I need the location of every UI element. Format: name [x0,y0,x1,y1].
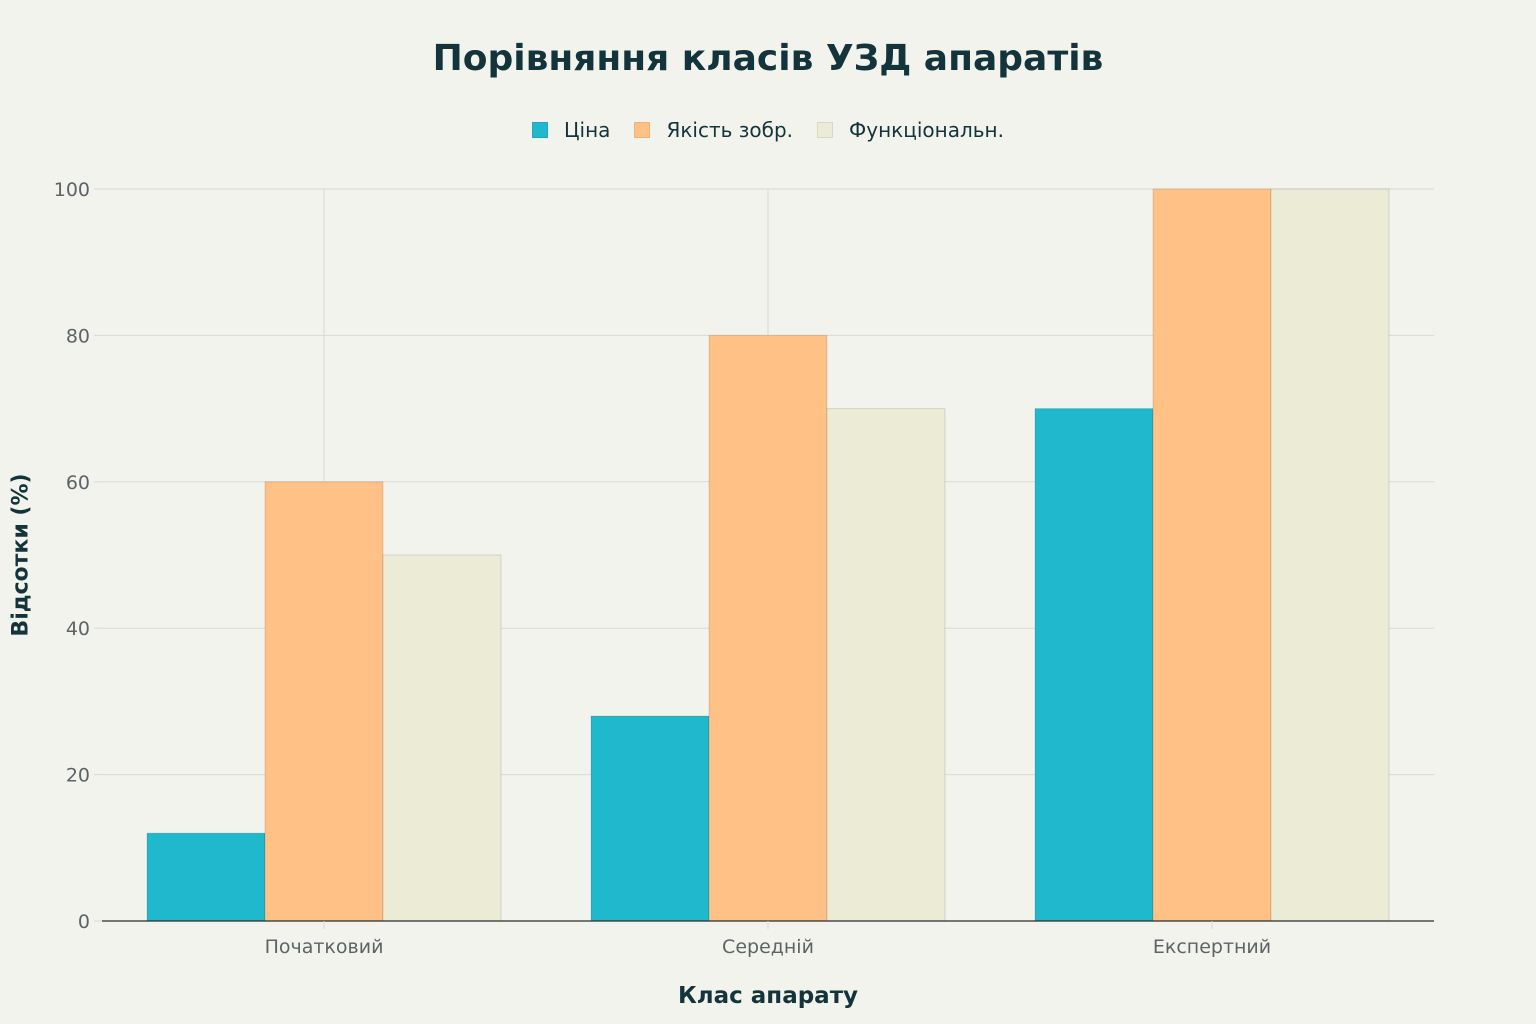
y-tick-label: 20 [66,765,90,787]
y-tick-label: 0 [78,911,90,933]
x-tick-label: Середній [722,936,814,958]
y-tick-label: 40 [66,618,90,640]
x-tick-label: Експертний [1153,936,1271,958]
legend-item-functionality[interactable]: Функціональн. [817,118,1004,142]
chart-legend: Ціна Якість зобр. Функціональн. [0,118,1536,142]
y-tick-label: 80 [66,325,90,347]
bar-functionality-1 [826,408,946,922]
legend-swatch-image-quality [634,122,651,138]
legend-label-price: Ціна [564,118,611,142]
bar-functionality-2 [1270,188,1390,922]
bar-price-0 [146,832,266,922]
x-tick-label: Початковий [265,936,384,958]
legend-swatch-price [532,122,549,138]
bar-price-1 [590,715,710,922]
x-axis-label: Клас апарату [677,983,859,1009]
bar-functionality-0 [382,554,502,922]
y-tick-label: 100 [54,179,90,201]
legend-swatch-functionality [817,122,834,138]
bar-image-quality-1 [708,334,828,922]
bar-image-quality-2 [1152,188,1272,922]
chart-title: Порівняння класів УЗД апаратів [432,38,1104,79]
legend-label-functionality: Функціональн. [849,118,1004,142]
legend-item-image-quality[interactable]: Якість зобр. [634,118,793,142]
bar-image-quality-0 [264,481,384,922]
y-tick-label: 60 [66,472,90,494]
legend-label-image-quality: Якість зобр. [666,118,794,142]
y-axis-label: Відсотки (%) [8,473,34,637]
bar-price-2 [1034,408,1154,922]
legend-item-price[interactable]: Ціна [532,118,610,142]
